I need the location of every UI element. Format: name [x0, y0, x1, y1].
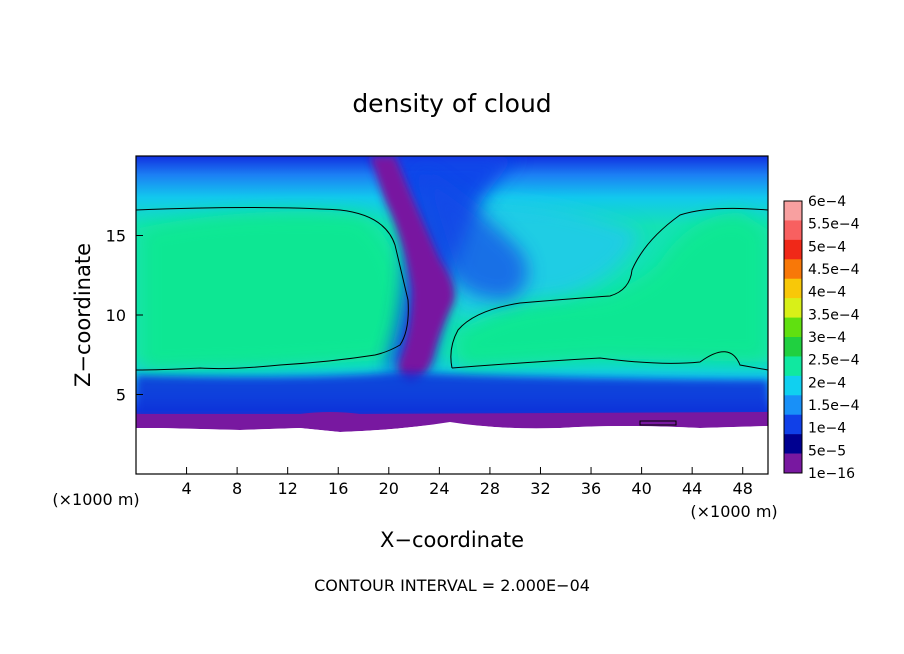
x-tick-label: 44	[682, 479, 702, 498]
colorbar-label: 6e−4	[808, 194, 846, 210]
x-tick-label: 20	[379, 479, 399, 498]
colorbar-swatch	[784, 453, 802, 474]
colorbar-label: 3e−4	[808, 330, 846, 346]
chart-title: density of cloud	[352, 89, 551, 118]
x-tick-label: 28	[480, 479, 500, 498]
x-tick-label: 8	[232, 479, 242, 498]
x-tick-label: 4	[181, 479, 191, 498]
x-tick-label: 32	[530, 479, 550, 498]
y-tick-label: 15	[106, 227, 126, 246]
colorbar-swatch	[784, 259, 802, 280]
x-tick-label: 24	[429, 479, 449, 498]
colorbar-label: 5.5e−4	[808, 217, 860, 233]
colorbar-label: 5e−5	[808, 443, 846, 459]
colorbar-label: 4e−4	[808, 285, 846, 301]
colorbar-swatch	[784, 298, 802, 318]
x-tick-label: 16	[328, 479, 348, 498]
colorbar-swatch	[784, 356, 802, 377]
x-axis: 4 8 12 16 20 24 28 32 36 40 44 48	[181, 467, 753, 498]
colorbar-swatch	[784, 414, 802, 435]
colorbar-swatch	[784, 434, 802, 454]
colorbar: 6e−4 5.5e−4 5e−4 4.5e−4 4e−4 3.5e−4 3e−4 2.5e−4…	[783, 194, 860, 482]
colorbar-label: 1e−4	[808, 421, 846, 437]
y-tick-label: 10	[106, 306, 126, 325]
colorbar-label: 5e−4	[808, 239, 846, 255]
colorbar-label: 2.5e−4	[808, 353, 860, 369]
x-tick-label: 36	[581, 479, 601, 498]
x-tick-label: 12	[278, 479, 298, 498]
y-axis-label: Z−coordinate	[71, 243, 95, 387]
colorbar-swatch	[784, 337, 802, 357]
colorbar-label: 4.5e−4	[808, 262, 860, 278]
x-tick-label: 40	[631, 479, 651, 498]
x-unit-left: (×1000 m)	[52, 490, 139, 509]
colorbar-swatch	[784, 395, 802, 416]
colorbar-swatch	[784, 375, 802, 396]
colorbar-swatch	[784, 317, 802, 338]
colorbar-swatch	[784, 201, 802, 221]
colorbar-swatch	[784, 278, 802, 299]
x-tick-label: 48	[733, 479, 753, 498]
colorbar-swatch	[784, 220, 802, 241]
y-axis: 5 10 15	[106, 227, 143, 405]
colorbar-label: 1e−16	[808, 466, 855, 482]
colorbar-swatch	[784, 239, 802, 260]
colorbar-label: 3.5e−4	[808, 307, 860, 323]
x-unit-right: (×1000 m)	[690, 502, 777, 521]
colorbar-label: 1.5e−4	[808, 398, 860, 414]
y-tick-label: 5	[116, 386, 126, 405]
colorbar-label: 2e−4	[808, 375, 846, 391]
x-axis-label: X−coordinate	[380, 528, 524, 552]
colorbar-frame	[783, 200, 803, 474]
contour-interval-note: CONTOUR INTERVAL = 2.000E−04	[314, 576, 590, 595]
cloud-density-field	[136, 156, 768, 474]
